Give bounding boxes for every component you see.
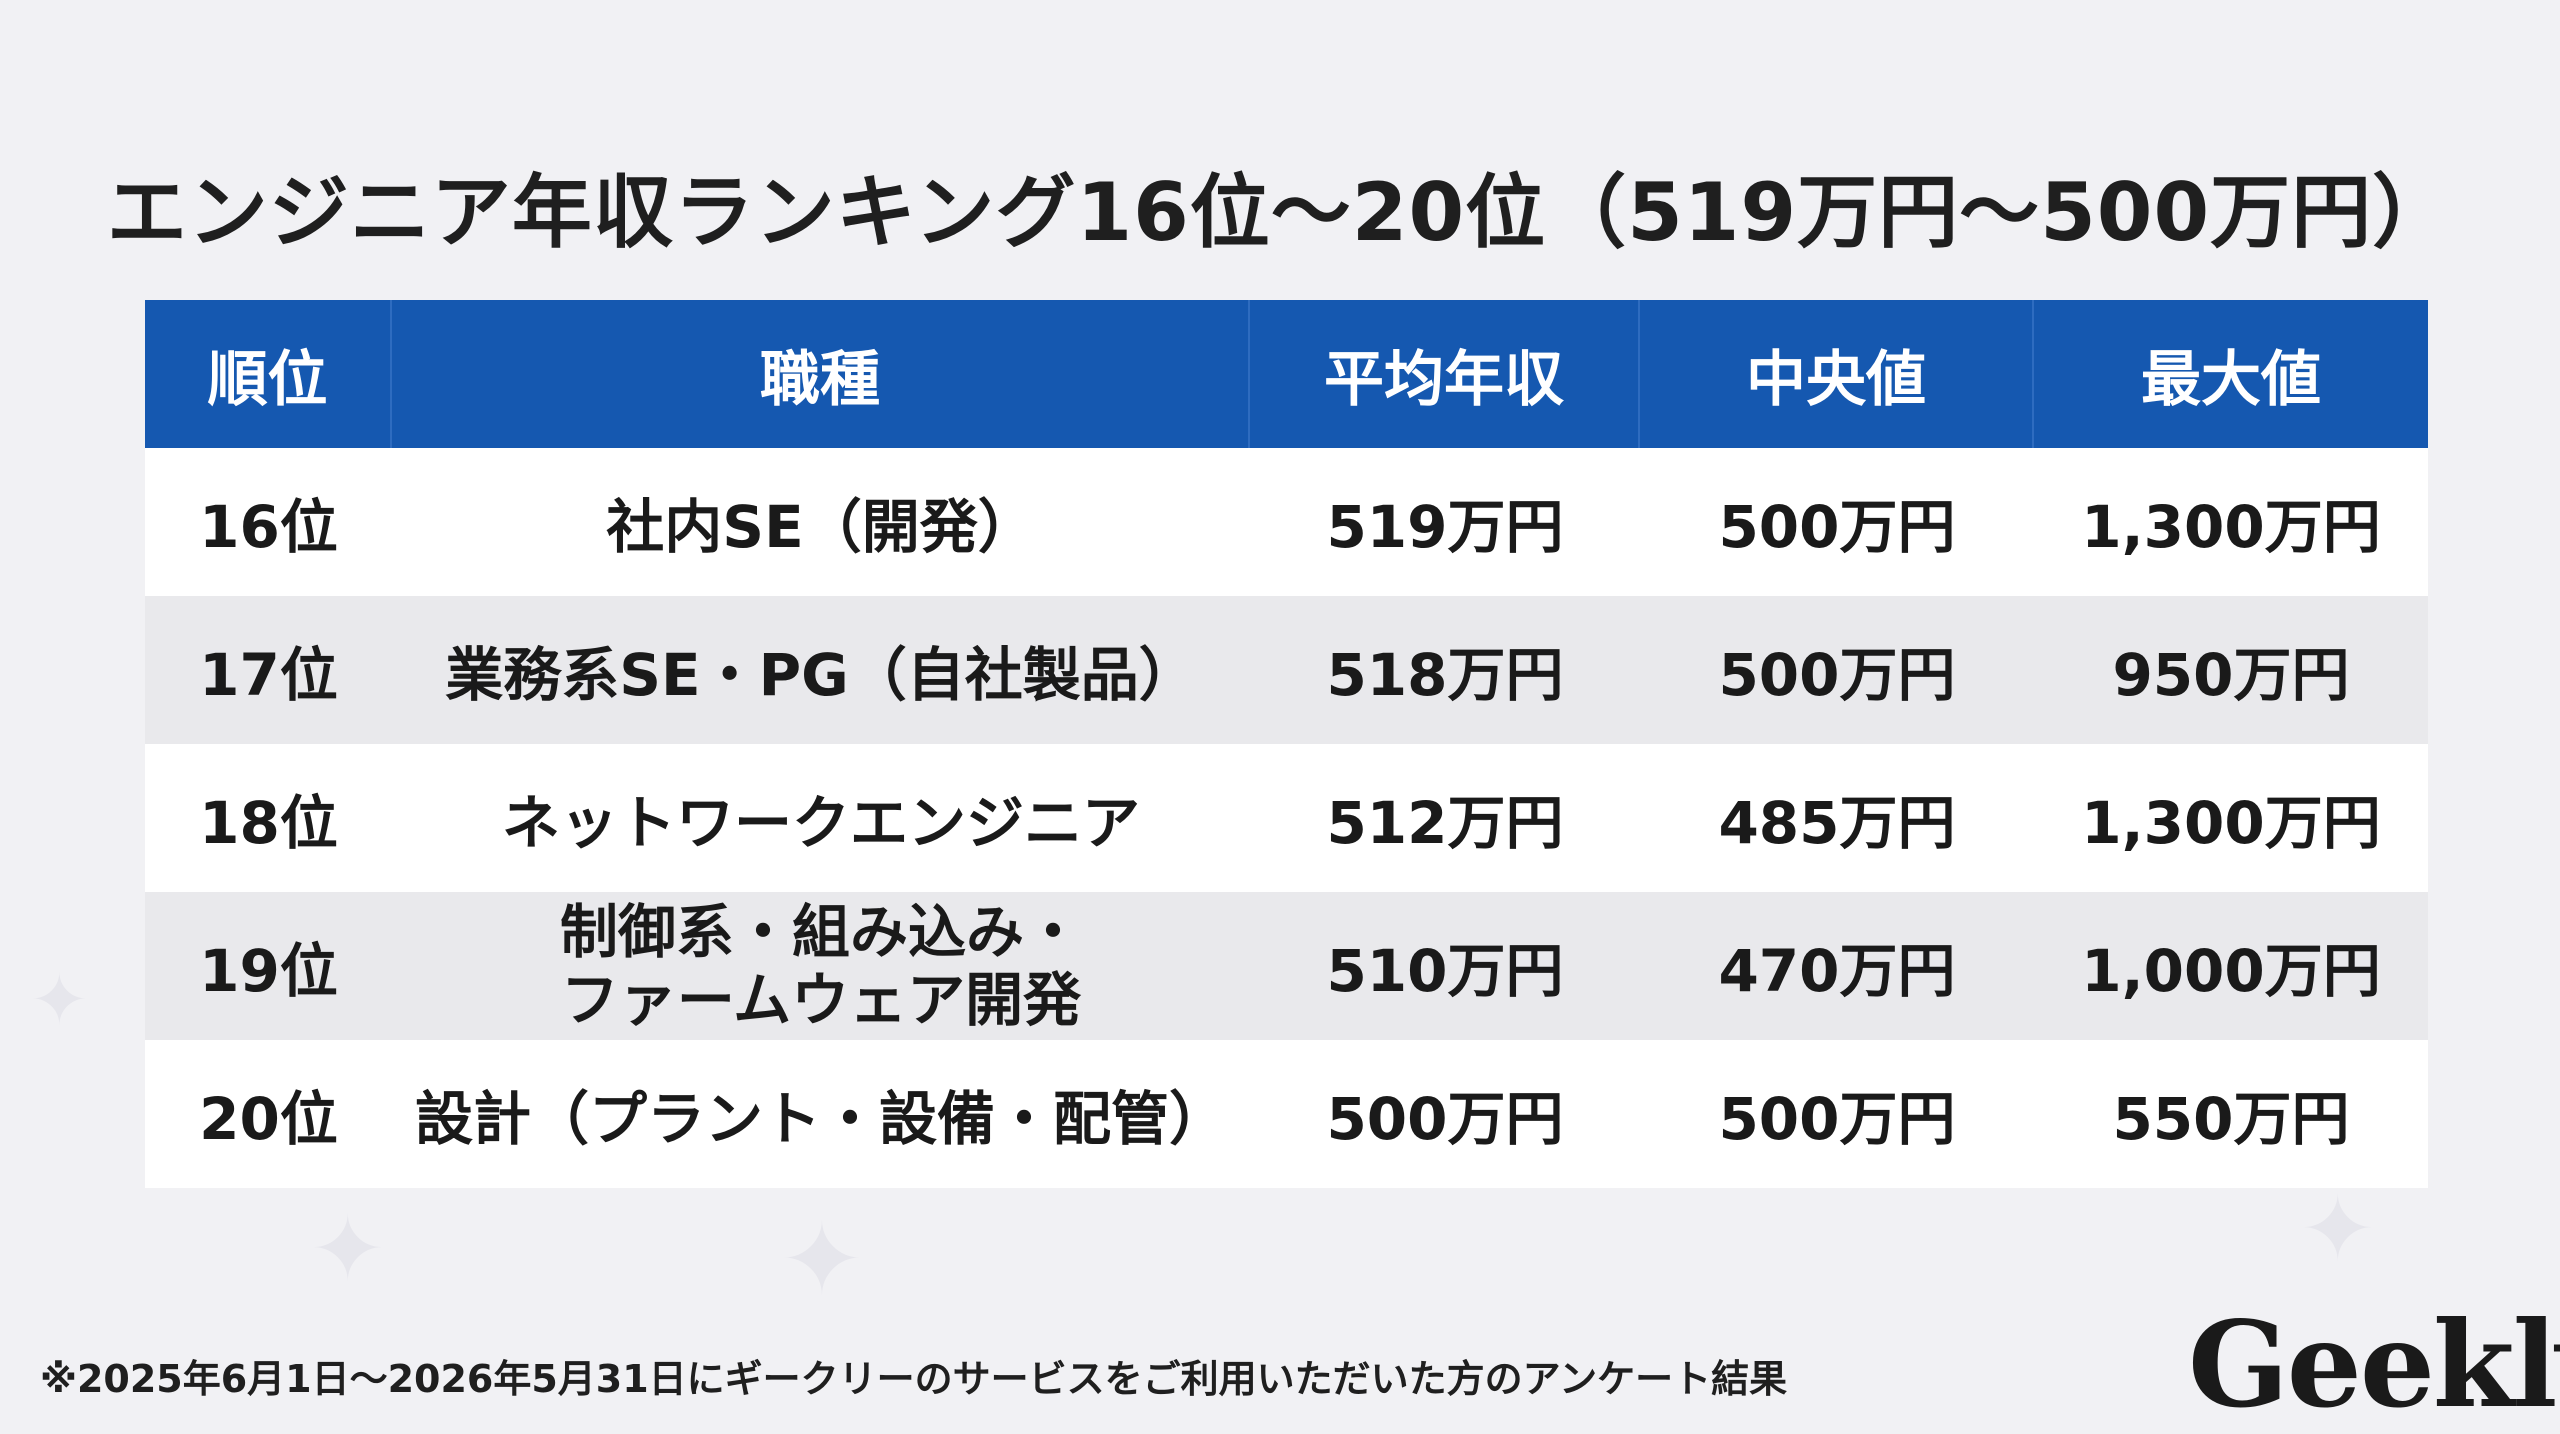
table-row: 20位 設計（プラント・設備・配管） 500万円 500万円 550万円 [145,1040,2428,1188]
rank-cell: 16位 [199,493,338,561]
job-line: 制御系・組み込み・ [559,897,1082,966]
geekly-logo: Geekly [2188,1295,2560,1434]
job-cell: 社内SE（開発） [606,493,1036,561]
rank-cell: 20位 [199,1085,338,1153]
max-cell: 950万円 [2112,641,2350,709]
median-cell: 500万円 [1718,641,1956,709]
average-cell: 519万円 [1326,493,1564,561]
sparkle-decoration: ✦ [780,1201,864,1318]
job-cell: 制御系・組み込み・ ファームウェア開発 [392,892,1250,1040]
header-average: 平均年収 [1250,300,1640,448]
table-row: 16位 社内SE（開発） 519万円 500万円 1,300万円 [145,448,2428,596]
job-line: ファームウェア開発 [560,966,1082,1034]
max-cell: 1,300万円 [2081,493,2381,561]
ranking-table: 順位 職種 平均年収 中央値 最大値 16位 社内SE（開発） 519万円 50… [145,300,2428,1188]
job-cell: 設計（プラント・設備・配管） [414,1085,1227,1153]
footnote: ※2025年6月1日〜2026年5月31日にギークリーのサービスをご利用いただい… [40,1357,1788,1401]
median-cell: 470万円 [1718,937,1956,1005]
max-cell: 550万円 [2112,1085,2350,1153]
median-cell: 485万円 [1718,789,1956,857]
job-cell-lines: 制御系・組み込み・ ファームウェア開発 [560,898,1082,1035]
rank-cell: 19位 [199,937,338,1005]
header-job: 職種 [392,300,1250,448]
page-title: エンジニア年収ランキング16位〜20位（519万円〜500万円） [106,166,2454,259]
sparkle-decoration: ✦ [310,1197,386,1302]
sparkle-decoration: ✦ [2300,1177,2376,1282]
max-cell: 1,000万円 [2081,937,2381,1005]
average-cell: 500万円 [1326,1085,1564,1153]
job-cell: 業務系SE・PG（自社製品） [445,641,1197,709]
header-max: 最大値 [2141,344,2321,415]
max-cell: 1,300万円 [2081,789,2381,857]
header-rank: 順位 [145,300,392,448]
average-cell: 518万円 [1326,641,1564,709]
table-row: 17位 業務系SE・PG（自社製品） 518万円 500万円 950万円 [145,596,2428,744]
table-header-row: 順位 職種 平均年収 中央値 最大値 [145,300,2428,448]
table-row: 19位 制御系・組み込み・ ファームウェア開発 510万円 470万円 1,00… [145,892,2428,1040]
median-cell: 500万円 [1718,1085,1956,1153]
average-cell: 510万円 [1326,937,1564,1005]
average-cell: 512万円 [1326,789,1564,857]
sparkle-decoration: ✦ [30,959,89,1041]
rank-cell: 17位 [199,641,338,709]
median-cell: 500万円 [1718,493,1956,561]
table-row: 18位 ネットワークエンジニア 512万円 485万円 1,300万円 [145,744,2428,892]
job-cell: ネットワークエンジニア [501,789,1140,857]
header-median: 中央値 [1640,300,2034,448]
rank-cell: 18位 [199,789,338,857]
